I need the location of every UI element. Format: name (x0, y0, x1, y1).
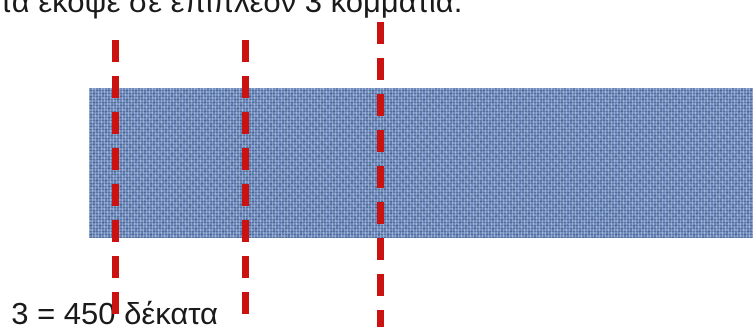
cut-line-1 (112, 40, 119, 327)
cut-line-3 (377, 22, 384, 327)
fabric-strip (89, 88, 753, 238)
bottom-equation: : 3 = 450 δέκατα (0, 296, 218, 331)
cut-line-2 (242, 40, 249, 327)
top-caption: τα έκοψε σε επιπλέον 3 κομμάτια. (0, 0, 463, 19)
